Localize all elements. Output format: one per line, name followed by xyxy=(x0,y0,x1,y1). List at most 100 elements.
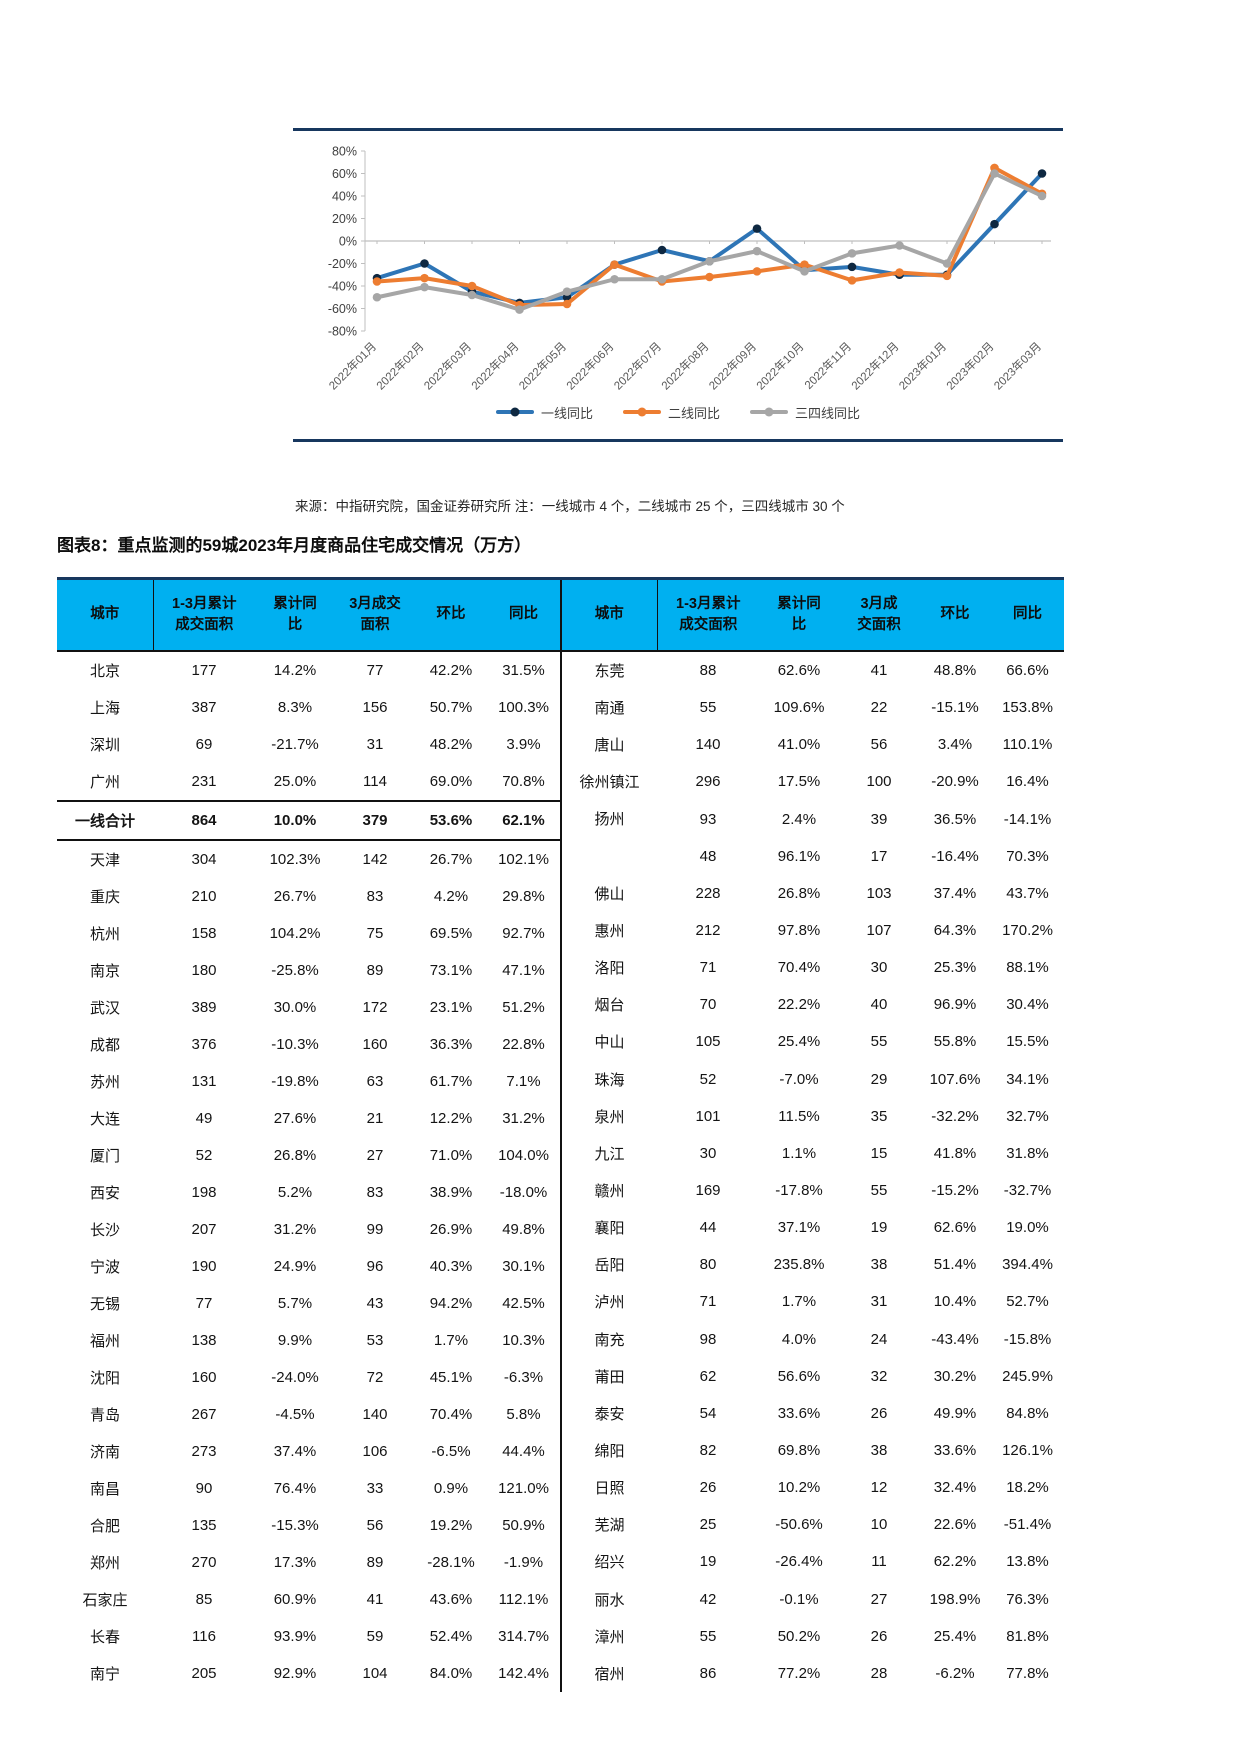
value-cell: 172 xyxy=(362,999,388,1016)
table-row: 东莞 88 62.6% 41 48.8% 66.6% xyxy=(561,651,1064,689)
value-cell: 18.2% xyxy=(1006,1479,1049,1497)
value-cell: 5.7% xyxy=(277,1295,313,1312)
column-header: 累计同 比 xyxy=(759,580,839,652)
data-point xyxy=(610,274,619,284)
value-cell: 0.9% xyxy=(433,1480,469,1497)
table-row: 岳阳 80 235.8% 38 51.4% 394.4% xyxy=(561,1246,1064,1283)
y-tick-label: 40% xyxy=(332,190,357,204)
city-cell: 北京 xyxy=(89,663,120,680)
value-cell: 22.6% xyxy=(933,1516,977,1534)
value-cell: 25.4% xyxy=(777,1033,821,1051)
value-cell: -20.9% xyxy=(931,773,979,791)
value-cell: 43.7% xyxy=(1006,884,1049,902)
data-point xyxy=(752,224,762,233)
value-cell: 41 xyxy=(870,662,888,680)
table-row: 48 96.1% 17 -16.4% 70.3% xyxy=(561,838,1064,875)
value-cell: 103 xyxy=(866,884,892,902)
value-cell: 105 xyxy=(695,1033,721,1051)
figure-top-rule xyxy=(293,128,1063,131)
value-cell: 109.6% xyxy=(773,699,825,717)
value-cell: 10.0% xyxy=(255,800,335,841)
value-cell: 55 xyxy=(699,1627,717,1645)
value-cell: 379 xyxy=(335,800,415,841)
value-cell: 17.5% xyxy=(777,773,821,791)
value-cell: 5.2% xyxy=(277,1184,313,1201)
x-tick-label: 2023年03月 xyxy=(991,339,1044,392)
value-cell: 121.0% xyxy=(498,1480,549,1497)
value-cell: 41 xyxy=(366,1591,384,1608)
value-cell: 50.9% xyxy=(502,1517,545,1534)
data-point xyxy=(847,249,857,258)
value-cell: 80 xyxy=(699,1256,717,1274)
value-cell: 14.2% xyxy=(273,662,317,679)
legend-item: 三四线同比 xyxy=(750,403,860,422)
data-point xyxy=(657,274,667,284)
legend-label: 一线同比 xyxy=(540,405,593,421)
value-cell: 15.5% xyxy=(1006,1033,1049,1051)
table-row: 珠海 52 -7.0% 29 107.6% 34.1% xyxy=(561,1061,1064,1098)
value-cell: 38 xyxy=(870,1442,888,1460)
value-cell: 62.1% xyxy=(487,800,560,841)
y-tick-label: 80% xyxy=(332,145,357,159)
table-row: 石家庄 85 60.9% 41 43.6% 112.1% xyxy=(57,1581,560,1618)
value-cell: 210 xyxy=(191,888,217,905)
table-row: 青岛 267 -4.5% 140 70.4% 5.8% xyxy=(57,1396,560,1433)
value-cell: -6.3% xyxy=(503,1369,544,1386)
value-cell: 69.0% xyxy=(429,773,473,790)
table-row: 宿州 86 77.2% 28 -6.2% 77.8% xyxy=(561,1655,1064,1692)
value-cell: 93.9% xyxy=(273,1628,317,1645)
city-cell: 丽水 xyxy=(594,1591,625,1609)
value-cell: 4.2% xyxy=(433,888,469,905)
value-cell: 81.8% xyxy=(1006,1627,1049,1645)
data-point xyxy=(752,267,762,276)
city-cell: 泸州 xyxy=(594,1294,625,1312)
x-tick-label: 2023年01月 xyxy=(896,339,949,392)
value-cell: 3.4% xyxy=(937,736,973,754)
value-cell: 1.7% xyxy=(781,1293,817,1311)
value-cell: 96.9% xyxy=(933,996,977,1014)
value-cell: 116 xyxy=(192,1628,216,1645)
data-table-block: 城市 1-3月累计 成交面积 累计同 比 3月成交 面积 环比 同比 北京 177 14.2%… xyxy=(57,577,1064,1692)
city-cell: 沈阳 xyxy=(89,1370,120,1387)
value-cell: 212 xyxy=(695,922,721,940)
value-cell: 48.8% xyxy=(933,662,977,680)
table-row: 赣州 169 -17.8% 55 -15.2% -32.7% xyxy=(561,1172,1064,1209)
value-cell: 27 xyxy=(366,1147,384,1164)
city-cell: 赣州 xyxy=(594,1183,625,1201)
table-row: 郑州 270 17.3% 89 -28.1% -1.9% xyxy=(57,1544,560,1581)
value-cell: 17 xyxy=(870,847,888,865)
value-cell: 12.2% xyxy=(429,1110,473,1127)
value-cell: 49 xyxy=(195,1110,213,1127)
data-point xyxy=(990,219,999,229)
table-row: 武汉 389 30.0% 172 23.1% 51.2% xyxy=(57,989,560,1026)
city-cell: 南昌 xyxy=(89,1481,120,1498)
table-row: 宁波 190 24.9% 96 40.3% 30.1% xyxy=(57,1248,560,1285)
value-cell: 8.3% xyxy=(277,699,313,716)
table-row: 襄阳 44 37.1% 19 62.6% 19.0% xyxy=(561,1209,1064,1246)
table-row: 莆田 62 56.6% 32 30.2% 245.9% xyxy=(561,1358,1064,1395)
x-tick-label: 2022年06月 xyxy=(563,339,616,392)
data-point xyxy=(562,299,572,309)
value-cell: 70.4% xyxy=(777,959,821,977)
x-tick-label: 2022年10月 xyxy=(753,339,806,392)
value-cell: 101 xyxy=(695,1107,721,1125)
city-cell: 唐山 xyxy=(594,737,625,755)
table-row: 济南 273 37.4% 106 -6.5% 44.4% xyxy=(57,1433,560,1470)
value-cell: 273 xyxy=(191,1443,217,1460)
value-cell: 44.4% xyxy=(502,1443,545,1460)
city-cell: 无锡 xyxy=(89,1296,120,1313)
legend-swatch-icon xyxy=(495,407,534,417)
city-cell: 苏州 xyxy=(89,1074,120,1091)
value-cell: 19.0% xyxy=(1006,1219,1049,1237)
city-cell: 漳州 xyxy=(594,1628,625,1646)
table-row: 北京 177 14.2% 77 42.2% 31.5% xyxy=(57,651,560,689)
value-cell: 44 xyxy=(699,1219,717,1237)
table-row: 徐州镇江扬州 296 17.5% 100 -20.9% 16.4% xyxy=(561,763,1064,827)
value-cell: 64.3% xyxy=(933,922,977,940)
source-note: 来源：中指研究院，国金证券研究所 注：一线城市 4 个，二线城市 25 个，三四… xyxy=(295,499,845,514)
value-cell: 30 xyxy=(870,959,888,977)
value-cell: 25 xyxy=(699,1516,717,1534)
value-cell: 33.6% xyxy=(933,1442,977,1460)
value-cell: 70.8% xyxy=(502,773,545,790)
value-cell: -25.8% xyxy=(271,962,319,979)
